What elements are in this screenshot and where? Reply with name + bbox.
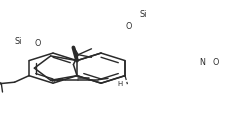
Text: Si: Si	[140, 10, 147, 19]
Text: O: O	[126, 22, 132, 31]
Text: Si: Si	[14, 37, 22, 46]
Text: O: O	[213, 58, 219, 67]
Text: O: O	[34, 39, 40, 48]
Text: H: H	[118, 81, 123, 88]
Text: N: N	[200, 58, 205, 67]
